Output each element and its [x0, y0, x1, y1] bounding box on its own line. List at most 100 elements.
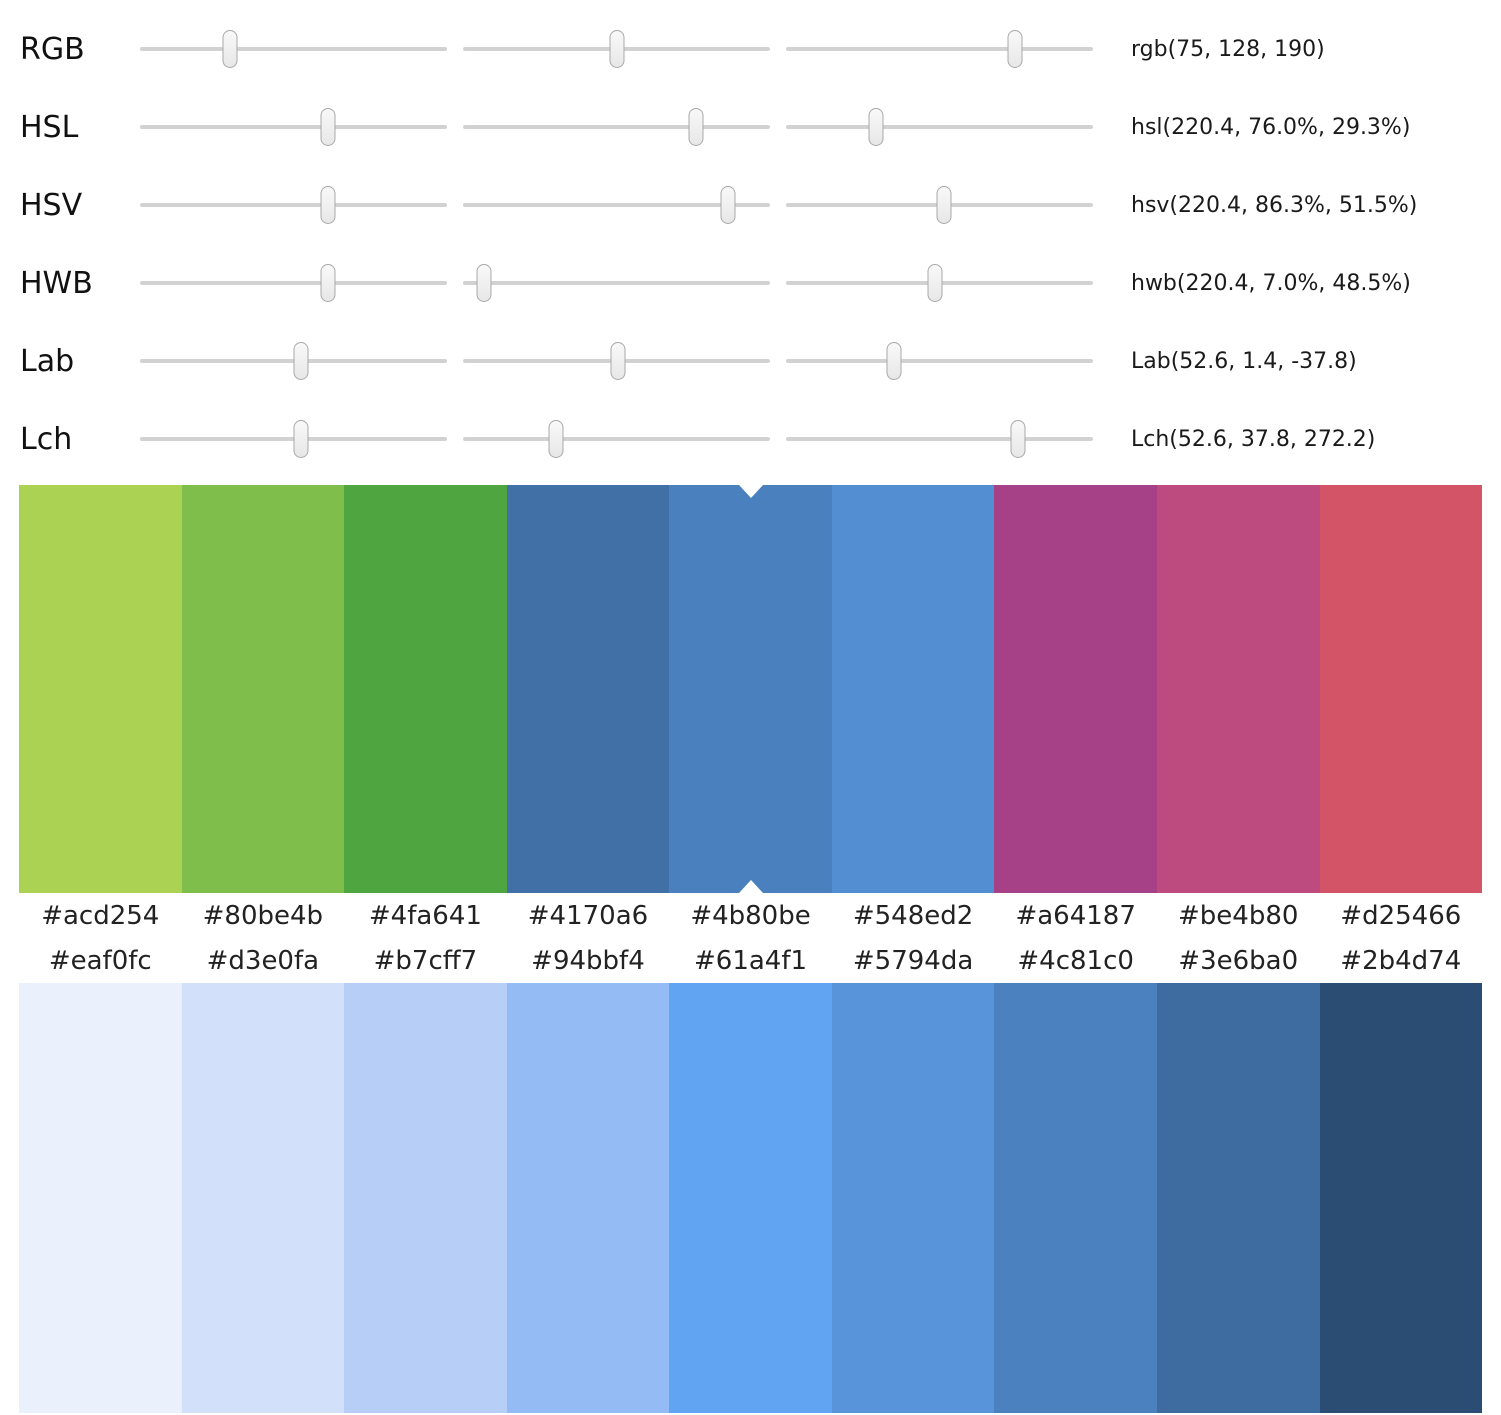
- slider-thumb[interactable]: [476, 264, 492, 302]
- palette-swatch[interactable]: [181, 983, 345, 1413]
- swatch-hex-label: #5794da: [852, 946, 974, 976]
- hsl-l-slider[interactable]: [786, 104, 1093, 150]
- slider-track: [463, 203, 770, 207]
- lch-c-slider[interactable]: [463, 416, 770, 462]
- palette-swatch[interactable]: [1319, 983, 1483, 1413]
- rgb-g-slider[interactable]: [463, 26, 770, 72]
- palette-swatch[interactable]: [1156, 485, 1320, 893]
- slider-thumb[interactable]: [1007, 30, 1023, 68]
- slider-row-rgb: RGB rgb(75, 128, 190): [0, 10, 1501, 88]
- slider-thumb[interactable]: [1010, 420, 1026, 458]
- swatch-hex-label: #be4b80: [1178, 901, 1299, 931]
- palette-swatch[interactable]: [669, 983, 832, 1413]
- slider-track: [140, 359, 447, 363]
- color-sliders-panel: RGB rgb(75, 128, 190) HSL hsl(220.4,: [0, 0, 1501, 478]
- slider-thumb[interactable]: [688, 108, 704, 146]
- slider-thumb[interactable]: [320, 108, 336, 146]
- palette-top: [19, 485, 1483, 893]
- slider-thumb[interactable]: [610, 342, 626, 380]
- slider-thumb[interactable]: [320, 186, 336, 224]
- lch-value-text: Lch(52.6, 37.8, 272.2): [1131, 426, 1376, 452]
- slider-track: [140, 203, 447, 207]
- hsv-h-slider[interactable]: [140, 182, 447, 228]
- palette-swatch[interactable]: [181, 485, 345, 893]
- lch-l-slider[interactable]: [140, 416, 447, 462]
- swatch-hex-label: #2b4d74: [1340, 946, 1462, 976]
- slider-thumb[interactable]: [222, 30, 238, 68]
- rgb-b-slider[interactable]: [786, 26, 1093, 72]
- slider-thumb[interactable]: [936, 186, 952, 224]
- slider-track: [786, 437, 1093, 441]
- slider-track: [140, 47, 447, 51]
- lab-b-slider[interactable]: [786, 338, 1093, 384]
- slider-row-label-hsl: HSL: [20, 109, 79, 145]
- palette-swatch[interactable]: [344, 485, 507, 893]
- palette-swatch[interactable]: [506, 485, 670, 893]
- slider-thumb[interactable]: [927, 264, 943, 302]
- swatch-hex-label: #4170a6: [527, 901, 649, 931]
- palette-swatch[interactable]: [831, 485, 995, 893]
- swatch-hex-label: #61a4f1: [694, 946, 808, 976]
- slider-track: [786, 359, 1093, 363]
- slider-thumb[interactable]: [548, 420, 564, 458]
- slider-row-label-hsv: HSV: [20, 187, 83, 223]
- slider-track: [140, 281, 447, 285]
- swatch-hex-label: #b7cff7: [373, 946, 478, 976]
- slider-thumb[interactable]: [868, 108, 884, 146]
- swatch-hex-label: #548ed2: [852, 901, 974, 931]
- palette-swatch[interactable]: [994, 485, 1157, 893]
- slider-row-label-rgb: RGB: [20, 31, 85, 67]
- slider-thumb[interactable]: [886, 342, 902, 380]
- palette-swatch[interactable]: [831, 983, 995, 1413]
- slider-thumb[interactable]: [720, 186, 736, 224]
- slider-row-hwb: HWB hwb(220.4, 7.0%, 48.5%): [0, 244, 1501, 322]
- swatch-hex-label: #eaf0fc: [48, 946, 152, 976]
- slider-row-lch: Lch Lch(52.6, 37.8, 272.2): [0, 400, 1501, 478]
- hsl-h-slider[interactable]: [140, 104, 447, 150]
- lch-h-slider[interactable]: [786, 416, 1093, 462]
- palette-swatch[interactable]: [1319, 485, 1483, 893]
- slider-track: [140, 437, 447, 441]
- hsv-v-slider[interactable]: [786, 182, 1093, 228]
- swatch-hex-label: #d25466: [1340, 901, 1462, 931]
- swatch-hex-label: #80be4b: [202, 901, 324, 931]
- slider-track: [140, 125, 447, 129]
- palette-swatch-selected[interactable]: [669, 485, 832, 893]
- palette-swatch[interactable]: [506, 983, 670, 1413]
- hsl-s-slider[interactable]: [463, 104, 770, 150]
- palette-swatch[interactable]: [1156, 983, 1320, 1413]
- slider-row-label-lab: Lab: [20, 343, 75, 379]
- lab-l-slider[interactable]: [140, 338, 447, 384]
- palette-swatch[interactable]: [19, 983, 182, 1413]
- slider-thumb[interactable]: [293, 342, 309, 380]
- palette-bottom: [19, 983, 1483, 1413]
- rgb-r-slider[interactable]: [140, 26, 447, 72]
- slider-track: [463, 437, 770, 441]
- hwb-h-slider[interactable]: [140, 260, 447, 306]
- swatch-hex-label: #a64187: [1015, 901, 1136, 931]
- slider-track: [786, 47, 1093, 51]
- lab-a-slider[interactable]: [463, 338, 770, 384]
- slider-track: [786, 125, 1093, 129]
- slider-row-hsv: HSV hsv(220.4, 86.3%, 51.5%): [0, 166, 1501, 244]
- hwb-w-slider[interactable]: [463, 260, 770, 306]
- swatch-hex-label: #acd254: [41, 901, 160, 931]
- swatch-hex-label: #4fa641: [368, 901, 482, 931]
- slider-thumb[interactable]: [609, 30, 625, 68]
- swatch-hex-label: #d3e0fa: [206, 946, 320, 976]
- slider-thumb[interactable]: [320, 264, 336, 302]
- hsl-value-text: hsl(220.4, 76.0%, 29.3%): [1131, 114, 1411, 140]
- palette-swatch[interactable]: [344, 983, 507, 1413]
- hwb-b-slider[interactable]: [786, 260, 1093, 306]
- palette-swatch[interactable]: [19, 485, 182, 893]
- swatch-hex-label: #3e6ba0: [1178, 946, 1299, 976]
- swatch-hex-label: #94bbf4: [531, 946, 645, 976]
- palette-swatch[interactable]: [994, 983, 1157, 1413]
- slider-thumb[interactable]: [293, 420, 309, 458]
- slider-track: [463, 125, 770, 129]
- hsv-s-slider[interactable]: [463, 182, 770, 228]
- slider-row-label-hwb: HWB: [20, 265, 93, 301]
- palette-top-hex-labels: #acd254 #80be4b #4fa641 #4170a6 #4b80be …: [19, 893, 1482, 939]
- hsv-value-text: hsv(220.4, 86.3%, 51.5%): [1131, 192, 1418, 218]
- lab-value-text: Lab(52.6, 1.4, -37.8): [1131, 348, 1357, 374]
